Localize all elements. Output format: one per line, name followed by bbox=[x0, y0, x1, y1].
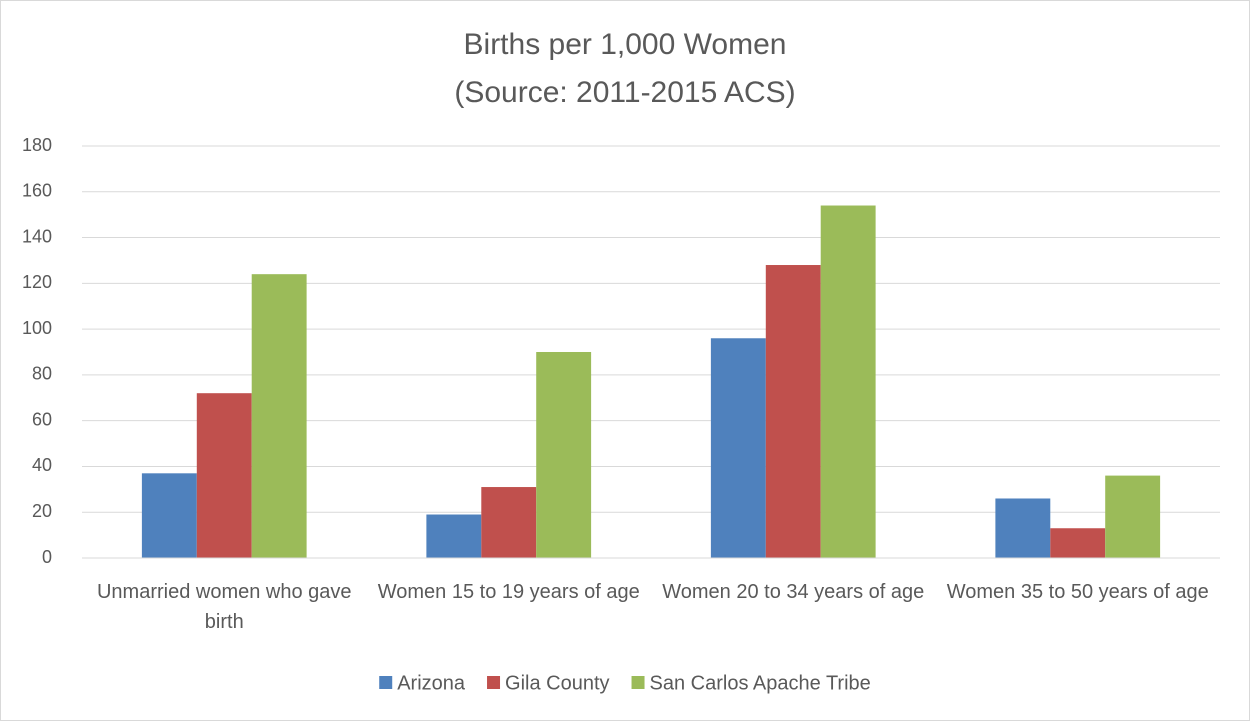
y-tick-label: 60 bbox=[32, 409, 52, 429]
x-tick-label: Women 20 to 34 years of age bbox=[662, 581, 924, 603]
bar bbox=[536, 352, 592, 558]
x-tick-label: Unmarried women who gave birth bbox=[97, 581, 352, 633]
y-tick-label: 160 bbox=[22, 181, 52, 201]
bar bbox=[765, 265, 821, 558]
legend-label: San Carlos Apache Tribe bbox=[650, 672, 871, 694]
bar bbox=[196, 393, 252, 558]
label-line: Unmarried women who gave bbox=[97, 581, 352, 603]
label-line: birth bbox=[205, 611, 244, 633]
label-line: Women 35 to 50 years of age bbox=[947, 581, 1209, 603]
y-tick-label: 180 bbox=[22, 135, 52, 155]
label-line: Women 15 to 19 years of age bbox=[378, 581, 640, 603]
y-tick-label: 20 bbox=[32, 501, 52, 521]
legend-swatch bbox=[631, 676, 645, 689]
legend: Arizona Gila County San Carlos Apache Trib… bbox=[379, 672, 871, 694]
chart-title: Births per 1,000 Women bbox=[464, 28, 787, 61]
x-tick-label: Women 35 to 50 years of age bbox=[947, 581, 1209, 603]
bar bbox=[1050, 528, 1106, 558]
y-tick-label: 100 bbox=[22, 318, 52, 338]
bar bbox=[710, 338, 766, 558]
bar bbox=[995, 498, 1051, 558]
bar bbox=[141, 473, 197, 558]
bar bbox=[481, 487, 537, 558]
y-tick-label: 40 bbox=[32, 455, 52, 475]
bar bbox=[426, 514, 482, 558]
bar bbox=[820, 205, 876, 558]
legend-label: Arizona bbox=[397, 672, 466, 694]
label-line: Women 20 to 34 years of age bbox=[662, 581, 924, 603]
y-tick-label: 140 bbox=[22, 226, 52, 246]
bar bbox=[251, 274, 307, 558]
y-tick-label: 120 bbox=[22, 272, 52, 292]
x-tick-label: Women 15 to 19 years of age bbox=[378, 581, 640, 603]
bar bbox=[1105, 475, 1161, 558]
y-tick-label: 80 bbox=[32, 364, 52, 384]
legend-label: Gila County bbox=[505, 672, 610, 694]
chart-subtitle: (Source: 2011-2015 ACS) bbox=[454, 76, 795, 109]
legend-swatch bbox=[487, 676, 501, 689]
y-tick-label: 0 bbox=[42, 547, 52, 567]
legend-swatch bbox=[379, 676, 393, 689]
